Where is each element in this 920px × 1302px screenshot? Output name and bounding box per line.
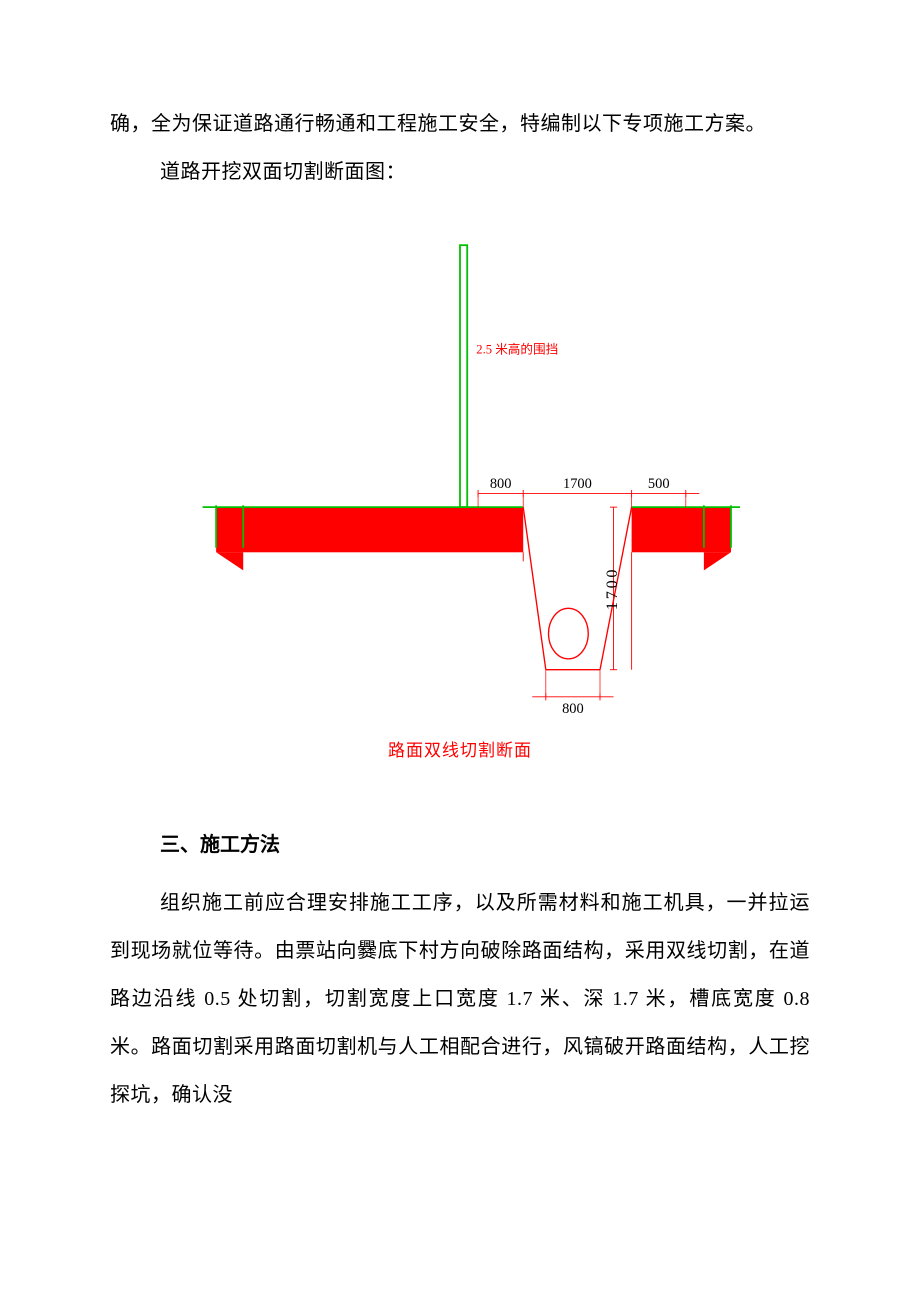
- paragraph-2: 道路开挖双面切割断面图：: [110, 148, 810, 196]
- svg-text:1700: 1700: [563, 476, 592, 492]
- section-heading-3: 三、施工方法: [110, 821, 810, 869]
- paragraph-1: 确，全为保证道路通行畅通和工程施工安全，特编制以下专项施工方案。: [110, 100, 810, 148]
- svg-text:500: 500: [648, 476, 670, 492]
- cross-section-diagram: 2.5 米高的围挡 800 1700 500 1700 800: [110, 216, 810, 726]
- diagram-caption: 路面双线切割断面: [110, 736, 810, 761]
- svg-text:800: 800: [562, 701, 584, 717]
- svg-text:800: 800: [490, 476, 512, 492]
- paragraph-3: 组织施工前应合理安排施工工序，以及所需材料和施工机具，一并拉运到现场就位等待。由…: [110, 879, 810, 1119]
- svg-text:2.5 米高的围挡: 2.5 米高的围挡: [476, 342, 558, 357]
- svg-text:1700: 1700: [603, 567, 621, 610]
- diagram-svg: 2.5 米高的围挡 800 1700 500 1700 800: [180, 216, 740, 726]
